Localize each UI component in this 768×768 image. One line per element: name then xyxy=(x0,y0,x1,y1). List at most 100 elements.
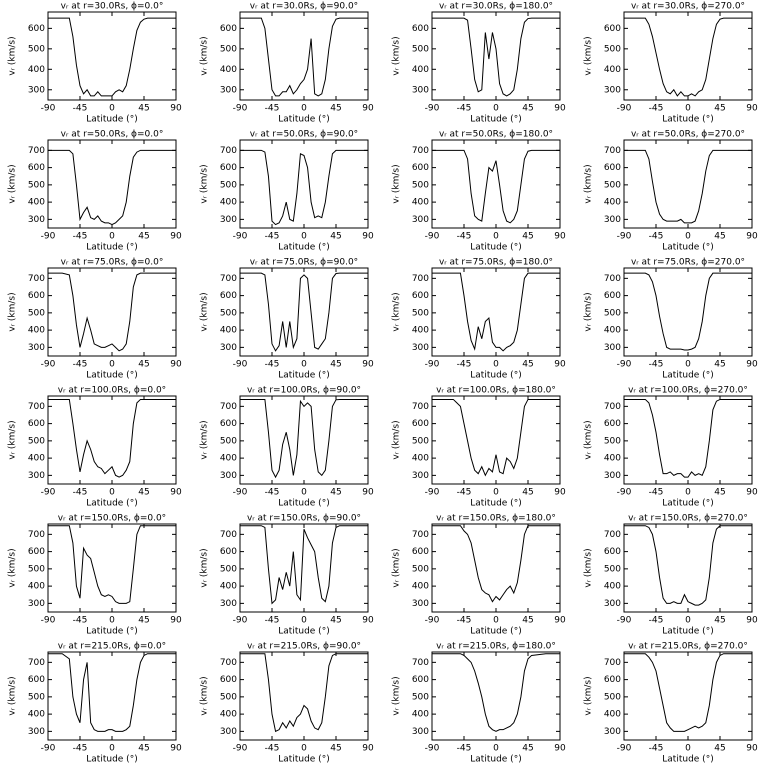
x-tick-label: -45 xyxy=(73,360,88,370)
x-tick-label: -90 xyxy=(41,360,56,370)
y-tick-label: 300 xyxy=(28,343,45,353)
y-tick-label: 600 xyxy=(220,547,237,557)
x-tick-label: -45 xyxy=(73,232,88,242)
x-axis-label: Latitude (°) xyxy=(86,499,137,509)
data-line xyxy=(48,398,176,478)
x-tick-label: 90 xyxy=(170,360,182,370)
x-axis-label: Latitude (°) xyxy=(86,115,137,125)
x-tick-label: 0 xyxy=(301,232,307,242)
x-tick-label: -45 xyxy=(457,488,472,498)
panel: vᵣ at r=150.0Rs, ϕ=180.0° vᵣ (km/s) Latitu… xyxy=(392,514,566,637)
plot-frame xyxy=(623,267,753,357)
y-tick-label: 500 xyxy=(220,308,237,318)
x-tick-label: -90 xyxy=(617,360,632,370)
x-tick-label: 0 xyxy=(685,360,691,370)
y-axis-label: vᵣ (km/s) xyxy=(8,420,18,459)
plot-frame xyxy=(623,139,753,229)
x-axis-label: Latitude (°) xyxy=(662,243,713,253)
x-tick-label: -90 xyxy=(425,488,440,498)
x-tick-label: 45 xyxy=(330,488,341,498)
y-axis-label: vᵣ (km/s) xyxy=(584,292,594,331)
y-tick-label: 600 xyxy=(28,547,45,557)
y-tick-label: 400 xyxy=(604,65,621,75)
y-axis-label: vᵣ (km/s) xyxy=(584,36,594,75)
x-axis-label: Latitude (°) xyxy=(86,627,137,637)
data-line xyxy=(48,525,176,604)
panel-title: vᵣ at r=75.0Rs, ϕ=0.0° xyxy=(61,258,164,268)
x-tick-label: 45 xyxy=(714,488,725,498)
panel-title: vᵣ at r=75.0Rs, ϕ=90.0° xyxy=(250,258,358,268)
y-axis-label: vᵣ (km/s) xyxy=(392,292,402,331)
data-line xyxy=(624,272,752,351)
panel-title: vᵣ at r=215.0Rs, ϕ=270.0° xyxy=(628,642,748,652)
x-axis-label: Latitude (°) xyxy=(278,755,329,765)
y-tick-label: 600 xyxy=(220,291,237,301)
x-tick-label: -45 xyxy=(649,488,664,498)
x-tick-label: 90 xyxy=(362,616,374,626)
y-tick-label: 500 xyxy=(28,436,45,446)
x-tick-label: 45 xyxy=(330,360,341,370)
y-tick-label: 500 xyxy=(220,692,237,702)
x-tick-label: 90 xyxy=(554,232,566,242)
y-tick-label: 700 xyxy=(28,146,45,156)
x-tick-label: -90 xyxy=(617,488,632,498)
panel-title: vᵣ at r=50.0Rs, ϕ=270.0° xyxy=(631,130,745,140)
x-tick-label: 45 xyxy=(522,744,533,754)
plot-frame xyxy=(623,523,753,613)
x-tick-label: 90 xyxy=(362,488,374,498)
panel-title: vᵣ at r=100.0Rs, ϕ=0.0° xyxy=(58,386,166,396)
x-tick-label: -45 xyxy=(649,616,664,626)
x-tick-label: 45 xyxy=(522,360,533,370)
x-tick-label: 45 xyxy=(714,744,725,754)
y-tick-label: 500 xyxy=(412,692,429,702)
panel-title: vᵣ at r=30.0Rs, ϕ=270.0° xyxy=(631,2,745,12)
x-tick-label: 90 xyxy=(554,744,566,754)
x-tick-label: -45 xyxy=(457,360,472,370)
panel: vᵣ at r=50.0Rs, ϕ=270.0° vᵣ (km/s) Latitud… xyxy=(584,130,758,253)
x-tick-label: 90 xyxy=(746,616,758,626)
x-tick-label: -90 xyxy=(425,616,440,626)
x-tick-label: 45 xyxy=(522,104,533,114)
x-tick-label: -90 xyxy=(41,232,56,242)
y-tick-label: 300 xyxy=(28,215,45,225)
y-axis-label: vᵣ (km/s) xyxy=(200,36,210,75)
plot-frame xyxy=(623,395,753,485)
x-tick-label: -90 xyxy=(617,616,632,626)
x-axis-label: Latitude (°) xyxy=(86,243,137,253)
plot-frame xyxy=(239,139,369,229)
y-axis-label: vᵣ (km/s) xyxy=(584,420,594,459)
x-tick-label: -90 xyxy=(41,488,56,498)
x-tick-label: 0 xyxy=(685,744,691,754)
y-tick-label: 600 xyxy=(604,419,621,429)
y-tick-label: 500 xyxy=(604,180,621,190)
y-tick-label: 700 xyxy=(220,146,237,156)
y-tick-label: 400 xyxy=(604,198,621,208)
x-tick-label: 45 xyxy=(714,232,725,242)
panel: vᵣ at r=215.0Rs, ϕ=90.0° vᵣ (km/s) Latitud… xyxy=(200,642,374,765)
y-tick-label: 600 xyxy=(28,675,45,685)
data-line xyxy=(432,653,560,732)
x-tick-label: 90 xyxy=(746,232,758,242)
plot-frame xyxy=(47,139,177,229)
x-tick-label: 45 xyxy=(138,232,149,242)
x-tick-label: -45 xyxy=(265,104,280,114)
data-line xyxy=(432,17,560,97)
x-axis-label: Latitude (°) xyxy=(278,627,329,637)
y-axis-label: vᵣ (km/s) xyxy=(200,420,210,459)
panel: vᵣ at r=75.0Rs, ϕ=90.0° vᵣ (km/s) Latitude… xyxy=(200,258,374,381)
y-tick-label: 400 xyxy=(220,710,237,720)
y-tick-label: 600 xyxy=(604,163,621,173)
y-tick-label: 500 xyxy=(28,44,45,54)
x-tick-label: 90 xyxy=(170,744,182,754)
y-tick-label: 700 xyxy=(412,402,429,412)
x-tick-label: 90 xyxy=(362,104,374,114)
y-axis-label: vᵣ (km/s) xyxy=(8,292,18,331)
y-tick-label: 500 xyxy=(28,564,45,574)
x-tick-label: 90 xyxy=(746,744,758,754)
y-tick-label: 700 xyxy=(28,274,45,284)
data-line xyxy=(48,149,176,226)
y-tick-label: 500 xyxy=(412,564,429,574)
y-tick-label: 300 xyxy=(604,215,621,225)
x-tick-label: -90 xyxy=(233,744,248,754)
